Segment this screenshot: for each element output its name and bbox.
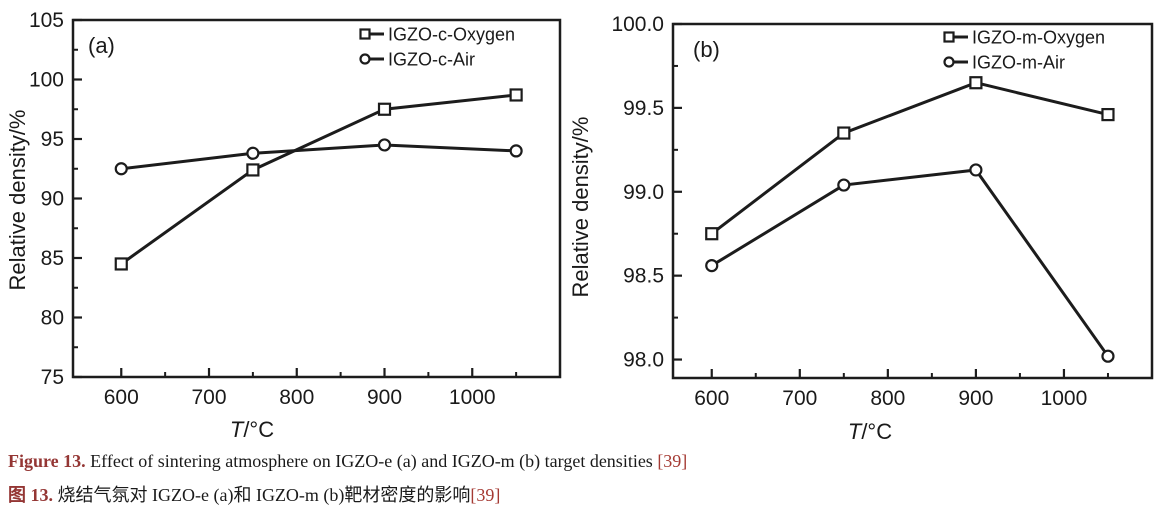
square-marker bbox=[246, 163, 260, 177]
square-marker bbox=[114, 257, 128, 271]
series-line bbox=[710, 168, 1110, 358]
square-marker bbox=[969, 76, 983, 90]
y-tick-label: 98.5 bbox=[623, 265, 664, 288]
y-tick-label: 100 bbox=[29, 69, 64, 92]
panel-label: (a) bbox=[88, 33, 115, 58]
series-IGZO-c-Oxygen bbox=[114, 88, 523, 271]
square-marker bbox=[837, 126, 851, 140]
x-tick-label: 800 bbox=[279, 386, 314, 409]
square-marker bbox=[705, 227, 719, 241]
x-tick-label: 1000 bbox=[1041, 387, 1088, 410]
y-tick-label: 99.5 bbox=[623, 97, 664, 120]
series-IGZO-m-Air bbox=[705, 163, 1115, 363]
x-tick-label: 700 bbox=[191, 386, 226, 409]
circle-marker bbox=[359, 53, 371, 65]
caption-zh-reference: [39] bbox=[470, 485, 501, 505]
circle-marker bbox=[509, 144, 523, 158]
circle-marker bbox=[705, 258, 719, 273]
legend-label: IGZO-m-Oxygen bbox=[972, 28, 1105, 48]
square-marker bbox=[943, 31, 955, 43]
x-tick-label: 600 bbox=[104, 386, 139, 409]
circle-marker bbox=[837, 178, 851, 192]
x-axis: 600 700 800 900 1000 bbox=[104, 368, 518, 409]
y-tick-label: 99.0 bbox=[623, 181, 664, 204]
y-tick-label: 105 bbox=[29, 9, 64, 32]
caption-en-text: Effect of sintering atmosphere on IGZO-e… bbox=[85, 451, 658, 471]
x-tick-label: 800 bbox=[870, 387, 905, 410]
circle-marker bbox=[1101, 349, 1115, 363]
series-line bbox=[710, 81, 1109, 235]
series-line bbox=[120, 93, 517, 266]
chart-panel-b: 600 700 800 900 1000 98.0 98.5 99.0 99.5 100.0 IGZ… bbox=[568, 13, 1154, 444]
y-tick-label: 75 bbox=[41, 366, 64, 389]
y-axis: 75 80 85 90 95 100 105 bbox=[29, 9, 82, 389]
legend-label: IGZO-c-Air bbox=[388, 50, 475, 70]
y-tick-label: 85 bbox=[41, 247, 64, 270]
square-marker bbox=[377, 102, 392, 116]
legend-label: IGZO-c-Oxygen bbox=[388, 25, 515, 45]
y-axis: 98.0 98.5 99.0 99.5 100.0 bbox=[611, 13, 682, 372]
caption-zh-text: 烧结气氛对 IGZO-e (a)和 IGZO-m (b)靶材密度的影响 bbox=[53, 485, 471, 505]
series-line bbox=[121, 143, 517, 171]
square-marker bbox=[1101, 107, 1115, 122]
caption-en-reference: [39] bbox=[657, 451, 688, 471]
square-marker bbox=[359, 28, 371, 40]
legend: IGZO-m-Oxygen IGZO-m-Air bbox=[943, 28, 1105, 73]
y-axis-label: Relative density/% bbox=[5, 110, 30, 291]
y-tick-label: 95 bbox=[41, 128, 64, 151]
x-tick-label: 900 bbox=[958, 387, 993, 410]
plot-border bbox=[71, 18, 562, 379]
legend: IGZO-c-Oxygen IGZO-c-Air bbox=[359, 25, 515, 70]
x-tick-label: 700 bbox=[782, 387, 817, 410]
caption-english: Figure 13. Effect of sintering atmospher… bbox=[8, 448, 1148, 474]
panel-label: (b) bbox=[693, 37, 720, 62]
y-tick-label: 90 bbox=[41, 188, 64, 211]
chart-panel-a: 600 700 800 900 1000 75 80 85 90 95 100 105 IGZO-c-O… bbox=[5, 9, 562, 442]
figure-caption: Figure 13. Effect of sintering atmospher… bbox=[8, 448, 1148, 508]
circle-marker bbox=[246, 146, 260, 160]
circle-marker bbox=[969, 163, 983, 177]
caption-en-label: Figure 13. bbox=[8, 451, 86, 471]
legend-label: IGZO-m-Air bbox=[972, 53, 1065, 73]
x-tick-label: 900 bbox=[367, 386, 402, 409]
y-tick-label: 100.0 bbox=[611, 13, 664, 36]
caption-zh-label: 图 13. bbox=[8, 485, 53, 505]
x-axis: 600 700 800 900 1000 bbox=[694, 369, 1109, 410]
plot-border bbox=[671, 22, 1154, 380]
y-axis-label: Relative density/% bbox=[568, 117, 593, 298]
circle-marker bbox=[114, 162, 128, 176]
square-marker bbox=[509, 88, 523, 102]
series-IGZO-m-Oxygen bbox=[705, 76, 1115, 241]
x-axis-label: T/°C bbox=[848, 419, 892, 444]
y-tick-label: 80 bbox=[41, 307, 64, 330]
y-tick-label: 98.0 bbox=[623, 349, 664, 372]
circle-marker bbox=[377, 138, 392, 152]
x-axis-label: T/°C bbox=[230, 417, 274, 442]
caption-chinese: 图 13. 烧结气氛对 IGZO-e (a)和 IGZO-m (b)靶材密度的影… bbox=[8, 482, 1148, 508]
circle-marker bbox=[943, 56, 955, 68]
density-charts: 600 700 800 900 1000 75 80 85 90 95 100 105 IGZO-c-O… bbox=[5, 9, 1154, 444]
x-tick-label: 1000 bbox=[449, 386, 496, 409]
x-tick-label: 600 bbox=[694, 387, 729, 410]
series-IGZO-c-Air bbox=[114, 138, 523, 176]
